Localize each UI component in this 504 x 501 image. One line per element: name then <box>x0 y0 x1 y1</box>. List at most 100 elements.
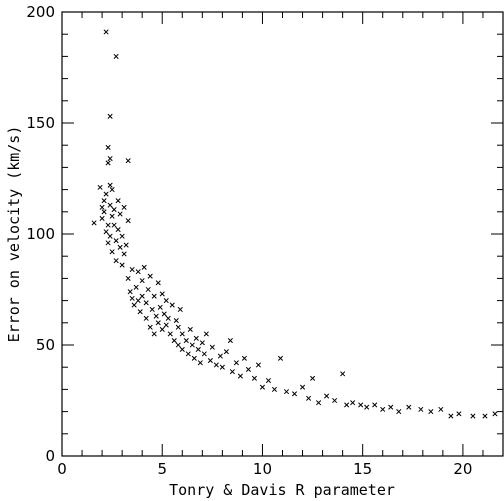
data-point <box>115 227 121 233</box>
y-axis-title: Error on velocity (km/s) <box>5 126 23 343</box>
data-point <box>191 355 197 361</box>
x-tick-label: 15 <box>353 460 372 478</box>
data-point <box>332 397 338 404</box>
data-point <box>119 262 125 268</box>
data-point <box>213 362 219 368</box>
data-point <box>151 331 157 337</box>
data-point <box>448 413 454 419</box>
data-point <box>159 326 165 333</box>
data-point <box>340 371 346 377</box>
data-point <box>189 342 195 348</box>
data-point <box>155 320 161 326</box>
data-point <box>103 229 109 235</box>
data-point <box>107 182 113 188</box>
data-point <box>406 404 412 410</box>
data-point <box>129 266 135 273</box>
data-point <box>167 331 173 337</box>
x-tick-label: 20 <box>453 460 472 478</box>
data-point <box>265 377 272 384</box>
data-point <box>255 362 261 368</box>
data-point <box>277 355 284 361</box>
data-point <box>109 213 115 219</box>
data-point <box>151 293 157 299</box>
data-point <box>229 369 235 375</box>
data-point <box>153 313 159 319</box>
data-point <box>299 384 306 390</box>
data-point <box>105 160 111 166</box>
data-point <box>111 207 117 213</box>
data-point <box>470 413 476 419</box>
data-point <box>113 53 119 59</box>
data-point <box>123 242 129 248</box>
data-point <box>438 406 444 412</box>
data-point <box>396 409 402 415</box>
data-point <box>418 406 424 412</box>
data-point <box>187 326 193 333</box>
data-point <box>179 331 185 337</box>
data-point <box>197 360 203 366</box>
data-point <box>179 346 185 352</box>
data-point <box>121 251 127 257</box>
data-point <box>310 375 316 381</box>
data-point <box>217 353 223 359</box>
data-point <box>203 331 209 337</box>
data-point <box>117 211 123 217</box>
data-point <box>177 306 183 313</box>
y-tick-label: 50 <box>36 336 55 354</box>
data-point <box>105 222 111 228</box>
x-tick-label: 10 <box>253 460 272 478</box>
data-point <box>105 144 111 150</box>
data-point <box>101 198 107 204</box>
data-point <box>105 240 111 246</box>
data-point <box>125 158 131 164</box>
data-point <box>133 284 139 290</box>
data-point <box>283 389 290 395</box>
data-point <box>358 402 364 408</box>
data-point <box>350 400 356 406</box>
data-point <box>207 357 213 364</box>
data-point <box>109 249 115 255</box>
data-point <box>324 393 330 399</box>
data-point <box>107 113 113 119</box>
data-point <box>163 298 169 304</box>
data-points <box>91 29 498 419</box>
data-point <box>147 273 153 279</box>
data-point <box>245 366 251 372</box>
data-point <box>127 289 133 295</box>
data-point <box>173 318 179 324</box>
data-point <box>129 295 135 301</box>
data-point <box>159 291 165 297</box>
data-point <box>125 275 131 281</box>
y-tick-label: 200 <box>26 3 55 21</box>
data-point <box>137 309 143 315</box>
data-point <box>193 335 199 341</box>
data-point <box>482 413 488 419</box>
data-point <box>306 395 312 401</box>
data-point <box>219 364 225 370</box>
data-point <box>271 386 278 392</box>
data-point <box>227 338 233 344</box>
data-point <box>115 198 121 204</box>
data-point <box>155 280 161 286</box>
data-point <box>259 384 266 390</box>
data-point <box>241 355 247 361</box>
data-point <box>251 375 257 381</box>
data-point <box>161 311 167 317</box>
data-point <box>157 304 163 310</box>
data-point <box>233 360 239 366</box>
data-point <box>107 202 113 208</box>
data-point <box>103 29 109 35</box>
data-point <box>143 300 149 306</box>
data-point <box>380 406 386 412</box>
data-point <box>171 338 177 344</box>
data-point <box>169 302 175 308</box>
data-point <box>165 315 171 321</box>
data-point <box>107 233 113 239</box>
data-point <box>163 322 169 328</box>
data-point <box>135 298 141 304</box>
data-point <box>91 220 97 226</box>
x-tick-label: 0 <box>57 460 67 478</box>
data-point <box>145 286 151 293</box>
